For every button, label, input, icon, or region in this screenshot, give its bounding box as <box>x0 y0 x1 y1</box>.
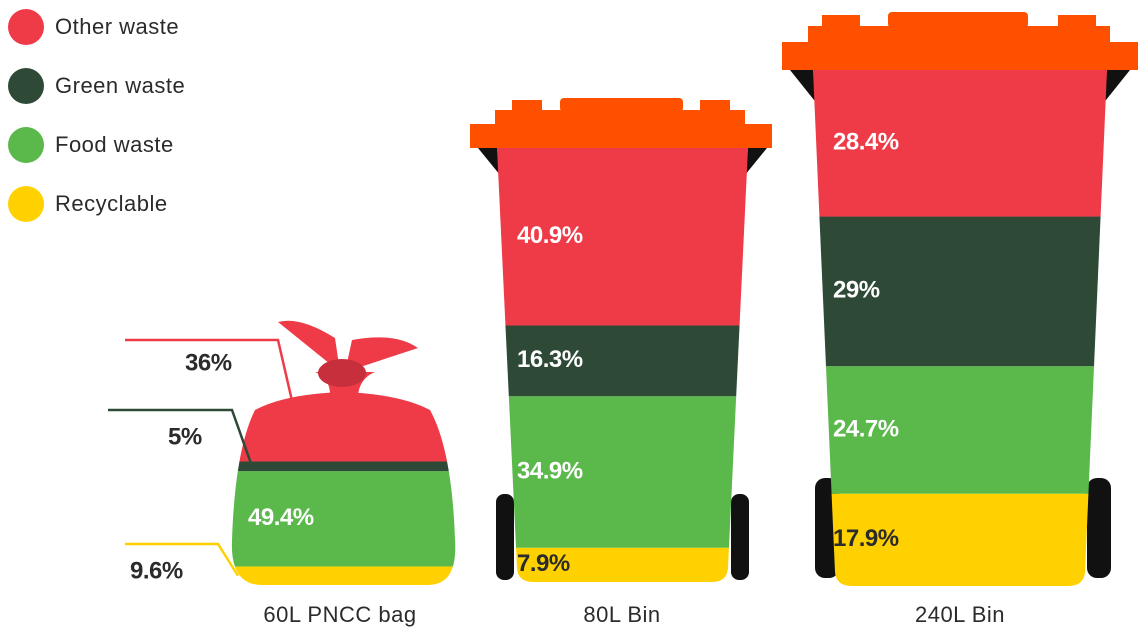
category-label: 240L Bin <box>915 602 1005 627</box>
legend-label: Other waste <box>55 14 179 39</box>
bin-lid <box>470 124 772 148</box>
legend-label: Recyclable <box>55 191 168 216</box>
bin-lid <box>512 100 542 112</box>
bin-lid <box>1058 15 1096 28</box>
value-label: 17.9% <box>833 525 899 552</box>
bin-lid <box>560 98 683 112</box>
wheel <box>1087 478 1111 578</box>
value-label: 36% <box>185 349 232 376</box>
legend-swatch <box>8 127 44 163</box>
bag-knot <box>318 359 366 387</box>
value-label: 7.9% <box>517 550 570 577</box>
value-label: 29% <box>833 277 880 304</box>
value-label: 49.4% <box>248 504 314 531</box>
legend-swatch <box>8 186 44 222</box>
bin-lid <box>495 110 745 126</box>
category-label: 60L PNCC bag <box>263 602 416 627</box>
wheel <box>496 494 514 580</box>
segment <box>230 566 458 585</box>
segment <box>230 392 458 461</box>
value-label: 9.6% <box>130 557 183 584</box>
value-label: 24.7% <box>833 415 899 442</box>
value-label: 40.9% <box>517 222 583 249</box>
wheel <box>731 494 749 580</box>
value-label: 16.3% <box>517 346 583 373</box>
container-0 <box>230 392 458 585</box>
bin-lid <box>700 100 730 112</box>
category-label: 80L Bin <box>583 602 660 627</box>
chart: Other waste Green waste Food waste Recyclab… <box>0 0 1142 634</box>
bin-lid <box>888 12 1028 28</box>
bin-hinge <box>478 148 500 175</box>
legend-swatch <box>8 68 44 104</box>
bin-lid <box>822 15 860 28</box>
bin-lid <box>808 26 1110 44</box>
legend-label: Food waste <box>55 132 174 157</box>
value-label: 28.4% <box>833 129 899 156</box>
bin-lid <box>782 42 1138 70</box>
value-label: 5% <box>168 423 202 450</box>
segment <box>230 461 458 471</box>
legend-label: Green waste <box>55 73 185 98</box>
bin-hinge <box>745 148 767 175</box>
legend-swatch <box>8 9 44 45</box>
value-label: 34.9% <box>517 457 583 484</box>
